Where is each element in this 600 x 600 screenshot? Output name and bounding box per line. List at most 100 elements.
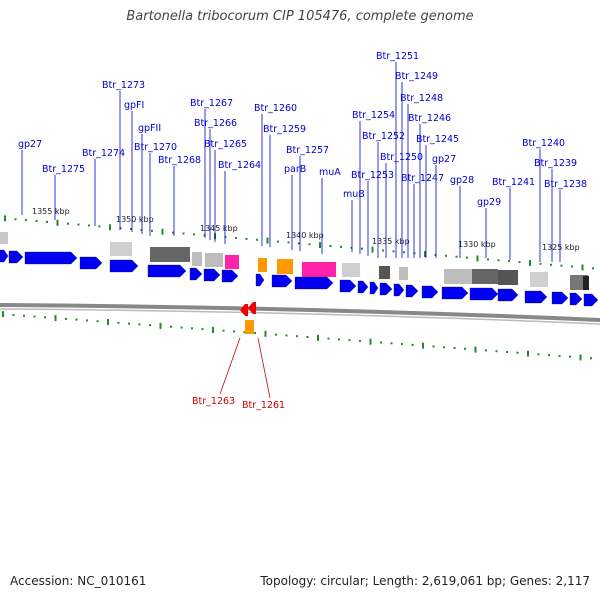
kbp-label: 1355 kbp bbox=[32, 207, 70, 216]
gene-arrow-forward bbox=[551, 291, 569, 305]
gene-label: Btr_1238 bbox=[544, 179, 587, 190]
tick-mark bbox=[159, 322, 162, 329]
gene-arrow-forward bbox=[569, 292, 583, 306]
tick-mark bbox=[327, 337, 330, 340]
tick-mark bbox=[130, 228, 132, 231]
gene-arrow-forward bbox=[255, 273, 265, 287]
gene-arrow-forward bbox=[379, 282, 393, 296]
kbp-label: 1335 kbp bbox=[372, 237, 410, 246]
tick-mark bbox=[319, 242, 321, 249]
gene-arrow-forward bbox=[369, 281, 379, 295]
gene-label: Btr_1275 bbox=[42, 164, 85, 175]
tick-mark bbox=[161, 228, 164, 235]
tick-mark bbox=[340, 245, 342, 248]
tick-mark bbox=[413, 252, 416, 255]
gray-feature bbox=[583, 276, 589, 290]
tick-mark bbox=[516, 351, 519, 354]
gene-label: Btr_1266 bbox=[194, 118, 237, 129]
gene-arrow-forward bbox=[497, 288, 519, 302]
tick-mark bbox=[548, 354, 550, 357]
tick-mark bbox=[138, 323, 141, 326]
tick-mark bbox=[558, 354, 561, 357]
tick-mark bbox=[75, 318, 78, 321]
tick-mark bbox=[264, 330, 267, 337]
tick-mark bbox=[128, 322, 130, 325]
tick-mark bbox=[424, 251, 426, 258]
gene-arrow-forward bbox=[583, 293, 599, 307]
gene-label: Btr_1240 bbox=[522, 138, 565, 149]
tick-mark bbox=[432, 345, 435, 348]
tick-mark bbox=[254, 332, 256, 335]
gene-arrow-reverse bbox=[248, 302, 256, 314]
tick-mark bbox=[119, 227, 122, 230]
tick-mark bbox=[581, 264, 584, 271]
tick-mark bbox=[422, 342, 424, 349]
gene-arrow-forward bbox=[8, 250, 24, 264]
tick-mark bbox=[550, 263, 552, 266]
tick-mark bbox=[401, 343, 403, 346]
tick-mark bbox=[506, 350, 508, 353]
tick-mark bbox=[140, 228, 143, 231]
tick-mark bbox=[182, 232, 185, 235]
tick-mark bbox=[348, 339, 351, 342]
tick-mark bbox=[390, 342, 393, 345]
tick-mark bbox=[235, 236, 237, 239]
tick-mark bbox=[275, 333, 277, 336]
magenta-feature bbox=[302, 262, 336, 277]
gene-label: Btr_1254 bbox=[352, 110, 395, 121]
gene-arrow-forward bbox=[393, 283, 405, 297]
gray-feature bbox=[472, 269, 498, 284]
kbp-label: 1325 kbp bbox=[542, 243, 580, 252]
tick-mark bbox=[287, 241, 290, 244]
tick-mark bbox=[109, 224, 111, 231]
tick-mark bbox=[592, 267, 594, 270]
tick-mark bbox=[98, 225, 101, 228]
gray-feature bbox=[342, 263, 360, 277]
tick-mark bbox=[466, 256, 468, 259]
gene-label: Btr_1245 bbox=[416, 134, 459, 145]
tick-mark bbox=[298, 242, 300, 245]
gene-label: Btr_1250 bbox=[380, 152, 423, 163]
gene-arrow-forward bbox=[271, 274, 293, 288]
tick-mark bbox=[2, 311, 4, 318]
tick-mark bbox=[67, 222, 69, 225]
tick-mark bbox=[445, 254, 447, 257]
tick-mark bbox=[392, 250, 395, 253]
tick-mark bbox=[487, 258, 489, 261]
genome-backbone bbox=[0, 303, 600, 322]
gene-arrow-forward bbox=[524, 290, 548, 304]
tick-mark bbox=[382, 249, 384, 252]
tick-mark bbox=[529, 259, 531, 266]
tick-mark bbox=[476, 255, 479, 262]
tick-mark bbox=[338, 338, 340, 341]
tick-mark bbox=[33, 315, 36, 318]
tick-mark bbox=[180, 326, 183, 329]
label-leader-lines bbox=[21, 62, 561, 399]
gene-label: gp29 bbox=[477, 197, 501, 208]
genome-backbone-shadow bbox=[0, 308, 600, 325]
tick-mark bbox=[380, 341, 382, 344]
tick-mark bbox=[203, 234, 206, 237]
tick-mark bbox=[403, 251, 405, 254]
gene-label: gp27 bbox=[18, 139, 42, 150]
gene-arrow-forward bbox=[405, 284, 419, 298]
gene-label: Btr_1248 bbox=[400, 93, 443, 104]
gene-arrow-forward bbox=[189, 267, 203, 281]
kbp-label: 1340 kbp bbox=[286, 231, 324, 240]
gray-feature bbox=[379, 266, 390, 279]
tick-mark bbox=[201, 328, 204, 331]
tick-mark bbox=[224, 236, 227, 239]
tick-mark bbox=[527, 350, 529, 357]
gray-feature bbox=[399, 267, 408, 280]
gene-arrow-forward bbox=[294, 276, 334, 290]
gene-arrow-forward bbox=[421, 285, 439, 299]
tick-mark bbox=[212, 326, 214, 333]
tick-mark bbox=[151, 229, 153, 232]
tick-mark bbox=[371, 246, 374, 253]
gene-arrow-forward bbox=[469, 287, 499, 301]
gene-arrow-forward bbox=[221, 269, 239, 283]
gene-label: Btr_1251 bbox=[376, 51, 419, 62]
forward-gene-arrows bbox=[0, 249, 599, 307]
gene-label: Btr_1259 bbox=[263, 124, 306, 135]
